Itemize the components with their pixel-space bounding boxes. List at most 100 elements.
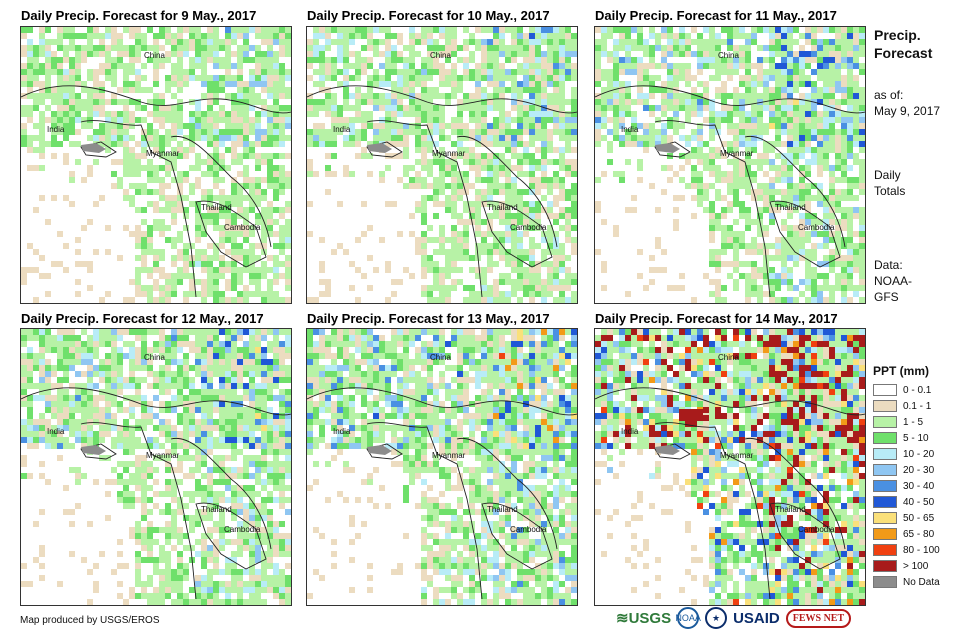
label-thailand: Thailand	[487, 505, 518, 514]
label-india: India	[621, 125, 639, 134]
label-china: China	[718, 353, 739, 362]
legend-item: 1 - 5	[873, 415, 923, 429]
asof-label: as of:	[874, 88, 904, 102]
panel-title-1: Daily Precip. Forecast for 9 May., 2017	[21, 8, 257, 23]
asof-date: May 9, 2017	[874, 104, 941, 118]
sidebar-title-line1: Precip.	[874, 27, 921, 43]
panel-title-5: Daily Precip. Forecast for 13 May., 2017	[307, 311, 550, 326]
label-myanmar: Myanmar	[146, 451, 180, 460]
legend-swatch	[873, 544, 897, 556]
label-myanmar: Myanmar	[720, 451, 754, 460]
legend-label: 5 - 10	[903, 432, 929, 444]
label-thailand: Thailand	[201, 203, 232, 212]
legend-item: 20 - 30	[873, 463, 934, 477]
data-source-label: Data:	[874, 258, 903, 272]
label-myanmar: Myanmar	[432, 451, 466, 460]
legend-item: No Data	[873, 575, 940, 589]
forecast-map-6: China India Myanmar Thailand Cambodia	[594, 328, 866, 606]
legend-item: 30 - 40	[873, 479, 934, 493]
forecast-map-3: China India Myanmar Thailand Cambodia	[594, 26, 866, 304]
legend-label: > 100	[903, 560, 929, 572]
sidebar-title-line2: Forecast	[874, 45, 933, 61]
legend-item: 5 - 10	[873, 431, 929, 445]
precip-raster-6	[595, 329, 865, 605]
legend-swatch	[873, 576, 897, 588]
legend-swatch	[873, 416, 897, 428]
data-source-line2: NOAA-	[874, 274, 913, 288]
legend-swatch	[873, 512, 897, 524]
legend-item: 40 - 50	[873, 495, 934, 509]
legend-swatch	[873, 384, 897, 396]
legend-swatch	[873, 448, 897, 460]
precip-raster-2	[307, 27, 577, 303]
label-thailand: Thailand	[201, 505, 232, 514]
logo-strip: ≋USGS NOAA ★ USAID FEWS NET	[616, 607, 852, 629]
legend-item: 0.1 - 1	[873, 399, 931, 413]
label-china: China	[144, 353, 165, 362]
precip-raster-1	[21, 27, 291, 303]
legend-title: PPT (mm)	[873, 364, 930, 378]
label-india: India	[47, 125, 65, 134]
label-india: India	[333, 427, 351, 436]
label-india: India	[621, 427, 639, 436]
legend-swatch	[873, 400, 897, 412]
legend-swatch	[873, 432, 897, 444]
precip-raster-4	[21, 329, 291, 605]
label-china: China	[144, 51, 165, 60]
legend-item: 65 - 80	[873, 527, 934, 541]
label-china: China	[718, 51, 739, 60]
legend-label: 50 - 65	[903, 512, 935, 524]
legend-label: 20 - 30	[903, 464, 935, 476]
label-thailand: Thailand	[775, 203, 806, 212]
legend-label: 40 - 50	[903, 496, 935, 508]
noaa-logo: NOAA	[675, 607, 701, 629]
label-china: China	[430, 51, 451, 60]
legend-item: 80 - 100	[873, 543, 940, 557]
panel-title-6: Daily Precip. Forecast for 14 May., 2017	[595, 311, 838, 326]
legend-swatch	[873, 528, 897, 540]
label-cambodia: Cambodia	[224, 525, 261, 534]
label-cambodia: Cambodia	[224, 223, 261, 232]
panel-title-3: Daily Precip. Forecast for 11 May., 2017	[595, 8, 837, 23]
panel-title-4: Daily Precip. Forecast for 12 May., 2017	[21, 311, 264, 326]
label-india: India	[333, 125, 351, 134]
label-cambodia: Cambodia	[510, 525, 547, 534]
us-seal-icon: ★	[705, 607, 728, 629]
legend-label: 80 - 100	[903, 544, 940, 556]
legend-label: 1 - 5	[903, 416, 924, 428]
map-credit: Map produced by USGS/EROS	[20, 615, 160, 626]
legend-label: 30 - 40	[903, 480, 935, 492]
legend-item: 50 - 65	[873, 511, 934, 525]
legend-item: 0 - 0.1	[873, 383, 931, 397]
data-source-line3: GFS	[874, 290, 899, 304]
usgs-logo: ≋USGS	[616, 610, 672, 627]
label-myanmar: Myanmar	[146, 149, 180, 158]
label-china: China	[430, 353, 451, 362]
label-cambodia: Cambodia	[798, 223, 835, 232]
label-thailand: Thailand	[487, 203, 518, 212]
legend-label: 0.1 - 1	[903, 400, 932, 412]
label-thailand: Thailand	[775, 505, 806, 514]
totals-line1: Daily	[874, 168, 901, 182]
legend-swatch	[873, 560, 897, 572]
forecast-map-4: China India Myanmar Thailand Cambodia	[20, 328, 292, 606]
legend-swatch	[873, 464, 897, 476]
legend-swatch	[873, 480, 897, 492]
fews-net-logo: FEWS NET	[785, 608, 852, 628]
label-myanmar: Myanmar	[720, 149, 754, 158]
label-india: India	[47, 427, 65, 436]
legend-label: 65 - 80	[903, 528, 935, 540]
forecast-map-5: China India Myanmar Thailand Cambodia	[306, 328, 578, 606]
label-myanmar: Myanmar	[432, 149, 466, 158]
precip-raster-3	[595, 27, 865, 303]
forecast-map-1: China India Myanmar Thailand Cambodia	[20, 26, 292, 304]
legend-label: 0 - 0.1	[903, 384, 932, 396]
legend-label: 10 - 20	[903, 448, 935, 460]
label-cambodia: Cambodia	[510, 223, 547, 232]
usaid-logo: USAID	[733, 609, 780, 627]
legend-swatch	[873, 496, 897, 508]
label-cambodia: Cambodia	[798, 525, 835, 534]
totals-line2: Totals	[874, 184, 906, 198]
forecast-map-2: China India Myanmar Thailand Cambodia	[306, 26, 578, 304]
precip-raster-5	[307, 329, 577, 605]
